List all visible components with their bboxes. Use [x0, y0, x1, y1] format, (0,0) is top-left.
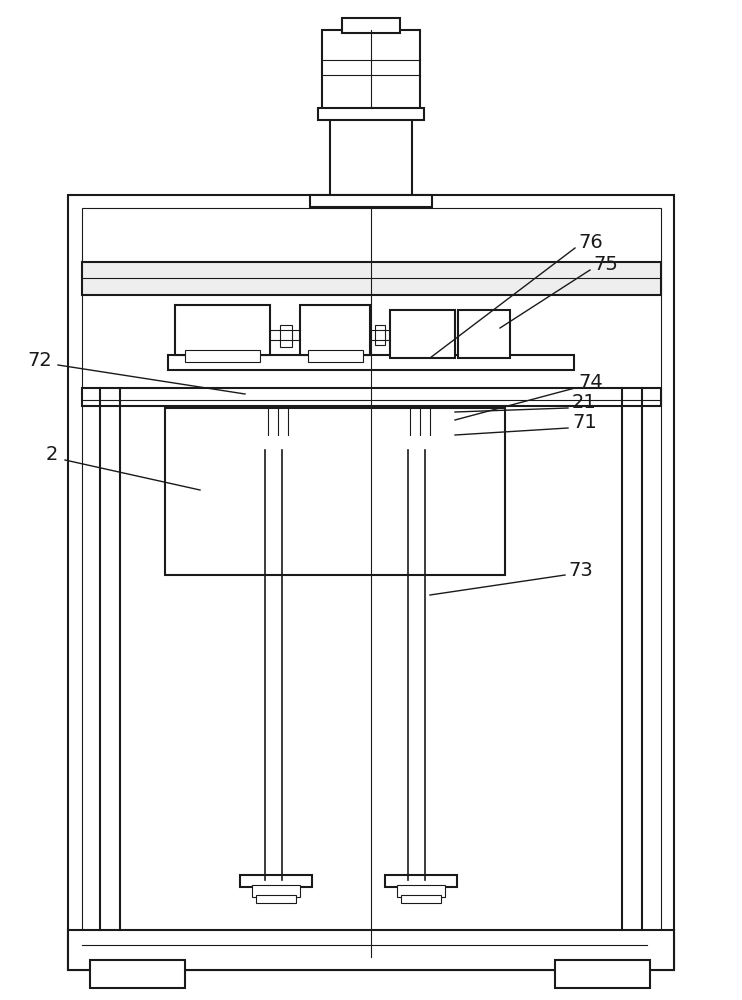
Bar	[168, 355, 574, 370]
Bar	[253, 440, 305, 452]
Bar	[68, 930, 674, 970]
Bar	[82, 208, 661, 957]
Bar	[375, 325, 385, 345]
Bar	[322, 30, 420, 110]
Bar	[90, 960, 185, 988]
Bar	[245, 406, 313, 444]
Bar	[390, 406, 458, 444]
Bar	[398, 440, 450, 452]
Text: 73: 73	[568, 560, 593, 580]
Bar	[256, 895, 296, 903]
Bar	[555, 960, 650, 988]
Bar	[300, 305, 370, 355]
Bar	[330, 110, 412, 195]
Bar	[82, 388, 661, 406]
Bar	[390, 310, 455, 358]
Text: 2: 2	[45, 446, 58, 464]
Bar	[405, 450, 443, 460]
Text: 72: 72	[27, 351, 52, 369]
Bar	[280, 325, 292, 347]
Bar	[165, 408, 505, 575]
Bar	[308, 350, 363, 362]
Bar	[318, 108, 424, 120]
Bar	[175, 305, 270, 355]
Bar	[385, 875, 457, 887]
Bar	[342, 18, 400, 33]
Bar	[310, 195, 432, 207]
Bar	[401, 895, 441, 903]
Text: 21: 21	[572, 393, 597, 412]
Bar	[397, 885, 445, 897]
Bar	[185, 350, 260, 362]
Bar	[82, 262, 661, 295]
Bar	[68, 195, 674, 970]
Text: 76: 76	[578, 233, 603, 252]
Text: 71: 71	[572, 414, 597, 432]
Bar	[252, 885, 300, 897]
Text: 75: 75	[593, 255, 618, 274]
Bar	[458, 310, 510, 358]
Bar	[260, 450, 298, 460]
Bar	[240, 875, 312, 887]
Text: 74: 74	[578, 373, 603, 392]
